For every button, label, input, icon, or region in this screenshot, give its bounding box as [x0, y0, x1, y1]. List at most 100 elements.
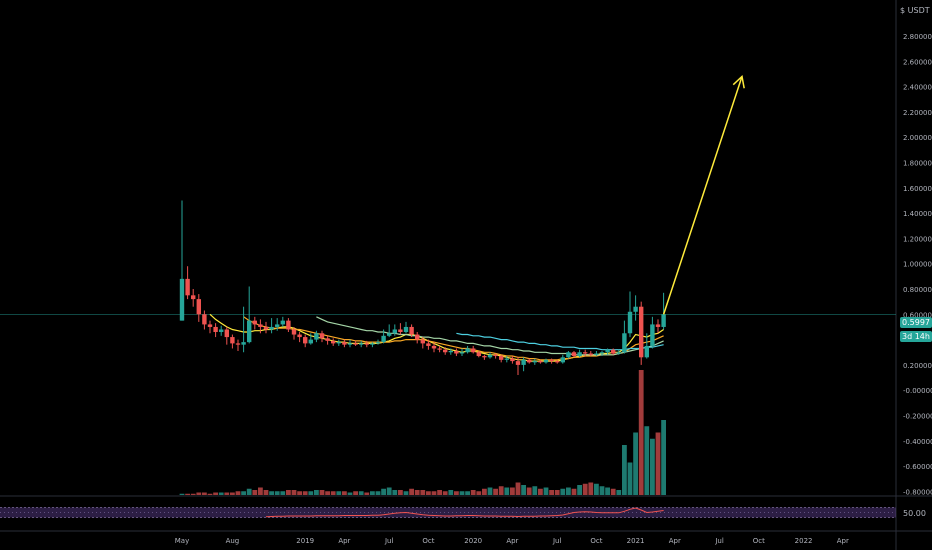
volume-bar	[358, 491, 364, 495]
volume-bar	[280, 491, 286, 495]
candle-body	[398, 329, 403, 333]
y-tick-label: 2.20000	[903, 109, 932, 117]
candle-body	[375, 342, 381, 344]
candle-body	[359, 343, 364, 345]
candle-body	[241, 342, 246, 345]
y-tick-label: 1.80000	[903, 160, 932, 168]
volume-bar	[252, 490, 258, 495]
candle-body	[650, 324, 655, 346]
moving-average-line	[243, 316, 664, 361]
last-price-tag: 0.5997	[900, 317, 932, 328]
candle-body	[314, 333, 319, 340]
volume-bar	[437, 490, 442, 495]
volume-bar	[241, 491, 246, 495]
volume-bar	[515, 482, 521, 495]
volume-bar	[336, 491, 342, 495]
x-tick-label: Aug	[226, 537, 240, 545]
volume-bar	[314, 490, 319, 495]
volume-bar	[605, 487, 610, 495]
y-tick-label: 2.00000	[903, 134, 932, 142]
volume-bar	[403, 491, 409, 495]
currency-label: $ USDT	[900, 6, 930, 15]
candle-body	[230, 337, 235, 344]
volume-bar	[297, 491, 302, 495]
volume-bar	[487, 487, 493, 495]
x-tick-label: Apr	[338, 537, 350, 545]
candle-body	[471, 348, 476, 353]
y-tick-label: 2.80000	[903, 33, 932, 41]
projection-arrow-line	[662, 76, 743, 315]
candle-body	[191, 295, 196, 300]
volume-bar	[202, 492, 207, 495]
candle-body	[515, 361, 521, 365]
volume-bar	[476, 491, 482, 495]
x-tick-label: Apr	[506, 537, 518, 545]
candle-body	[415, 334, 420, 340]
candle-body	[331, 340, 336, 344]
x-tick-label: Oct	[590, 537, 602, 545]
volume-bar	[644, 426, 650, 495]
volume-bar	[263, 490, 269, 495]
volume-bar	[414, 490, 420, 495]
candle-body	[219, 329, 224, 333]
volume-bar	[213, 492, 218, 495]
volume-bar	[538, 488, 543, 495]
candle-body	[493, 354, 498, 357]
candle-body	[538, 361, 543, 363]
volume-bar	[599, 486, 605, 495]
candle-body	[258, 324, 263, 327]
volume-bar	[622, 445, 627, 495]
candle-body	[476, 352, 481, 357]
candle-body	[571, 352, 577, 357]
volume-bar	[364, 492, 370, 495]
candle-body	[633, 306, 638, 312]
candle-body	[560, 357, 565, 363]
volume-bar	[633, 432, 638, 495]
candle-body	[370, 343, 375, 345]
volume-bar	[521, 485, 526, 495]
volume-bar	[610, 488, 616, 495]
candle-body	[392, 329, 397, 334]
volume-bar	[566, 487, 571, 495]
volume-bar	[448, 490, 454, 495]
candle-body	[577, 352, 582, 357]
candle-body	[291, 329, 297, 335]
candle-body	[616, 352, 621, 354]
candle-body	[185, 278, 190, 296]
volume-bar	[510, 487, 515, 495]
candle-body	[627, 311, 633, 334]
y-tick-label: -0.20000	[903, 413, 932, 421]
x-tick-label: 2019	[296, 537, 314, 545]
candle-body	[510, 358, 515, 362]
volume-bar	[196, 492, 202, 495]
candle-body	[437, 348, 442, 350]
volume-bar	[465, 491, 470, 495]
y-tick-label: 2.40000	[903, 84, 932, 92]
x-tick-label: Apr	[669, 537, 681, 545]
candle-body	[588, 353, 593, 355]
volume-bar	[594, 483, 599, 495]
candle-body	[207, 324, 213, 327]
y-tick-label: 1.00000	[903, 261, 932, 269]
y-tick-label: 1.40000	[903, 210, 932, 218]
volume-bar	[381, 488, 386, 495]
y-tick-label: -0.60000	[903, 463, 932, 471]
volume-bar	[347, 492, 353, 495]
volume-bar	[504, 487, 510, 495]
candle-body	[644, 345, 649, 358]
volume-bar	[588, 482, 594, 495]
y-tick-label: 1.60000	[903, 185, 932, 193]
candle-body	[655, 324, 661, 327]
candle-body	[353, 343, 358, 345]
volume-bar	[661, 420, 666, 495]
currency-text: USDT	[907, 6, 930, 15]
candle-body	[263, 326, 269, 330]
candle-body	[532, 361, 537, 363]
candle-body	[443, 349, 448, 353]
y-tick-label: 0.20000	[903, 362, 932, 370]
x-tick-label: 2022	[795, 537, 813, 545]
candle-body	[179, 278, 185, 321]
volume-bar	[482, 488, 487, 495]
volume-bar	[375, 491, 381, 495]
